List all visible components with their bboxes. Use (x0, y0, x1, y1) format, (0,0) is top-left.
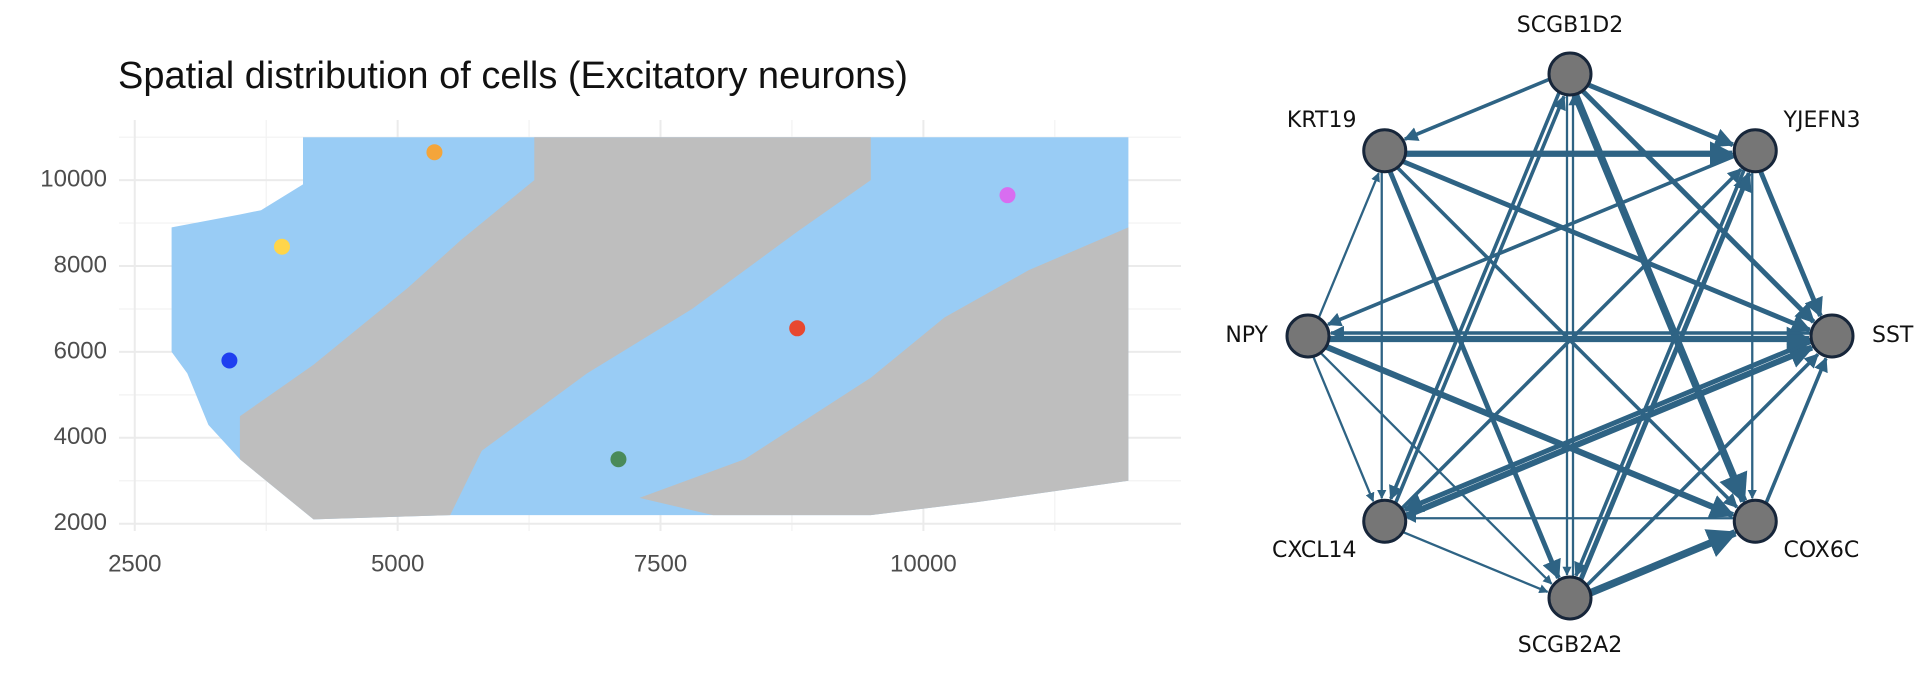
edge (1764, 357, 1828, 504)
x-tick-label: 5000 (371, 550, 424, 577)
edge (1585, 353, 1820, 587)
node-label: KRT19 (1287, 108, 1357, 133)
node-label: CXCL14 (1272, 538, 1356, 563)
edge (1574, 168, 1747, 577)
y-tick-label: 2000 (54, 509, 107, 536)
node (1732, 498, 1778, 544)
node-label: NPY (1225, 323, 1268, 348)
edge (1758, 170, 1823, 318)
node (1547, 575, 1593, 621)
x-tick-label: 7500 (634, 550, 687, 577)
edge (1400, 167, 1743, 510)
edge (1317, 172, 1380, 319)
edge (1387, 170, 1561, 580)
x-tick-label: 2500 (108, 550, 161, 577)
cell-point (999, 187, 1016, 204)
node (1547, 51, 1593, 97)
edge (1402, 159, 1812, 333)
edge (1319, 352, 1553, 585)
edge (1389, 91, 1561, 501)
edge (1403, 339, 1813, 512)
y-tick-label: 8000 (54, 251, 107, 278)
edges (1312, 77, 1828, 597)
cell-point (426, 144, 443, 161)
edge (1571, 93, 1748, 504)
chart-title: Spatial distribution of cells (Excitator… (118, 55, 908, 97)
node-label: SST (1872, 323, 1914, 348)
edge (1312, 356, 1375, 503)
x-tick-label: 10000 (890, 550, 957, 577)
node-label: YJEFN3 (1783, 108, 1861, 133)
y-tick-label: 4000 (54, 423, 107, 450)
edge (1587, 82, 1735, 148)
edge (1404, 344, 1815, 519)
edge (1589, 529, 1738, 597)
node (1362, 498, 1408, 544)
cell-point (221, 352, 238, 369)
edge (1326, 154, 1736, 327)
cell-point (273, 238, 290, 255)
edge (1393, 95, 1566, 504)
node (1732, 128, 1778, 174)
cell-point (610, 451, 627, 468)
edge (1580, 89, 1816, 324)
edge (1402, 531, 1549, 594)
node-label: COX6C (1784, 538, 1860, 563)
y-tick-label: 10000 (40, 165, 107, 192)
node-label: SCGB1D2 (1517, 13, 1623, 38)
node-label: SCGB2A2 (1518, 633, 1623, 658)
node (1362, 128, 1408, 174)
cell-region (639, 227, 1129, 516)
node (1285, 313, 1331, 359)
edge (1578, 171, 1752, 581)
node (1809, 313, 1855, 359)
cell-point (789, 320, 806, 337)
edge (1325, 343, 1736, 519)
edge (1403, 77, 1551, 141)
cell-region (239, 137, 871, 520)
y-tick-label: 6000 (54, 337, 107, 364)
cell-regions (171, 137, 1129, 520)
